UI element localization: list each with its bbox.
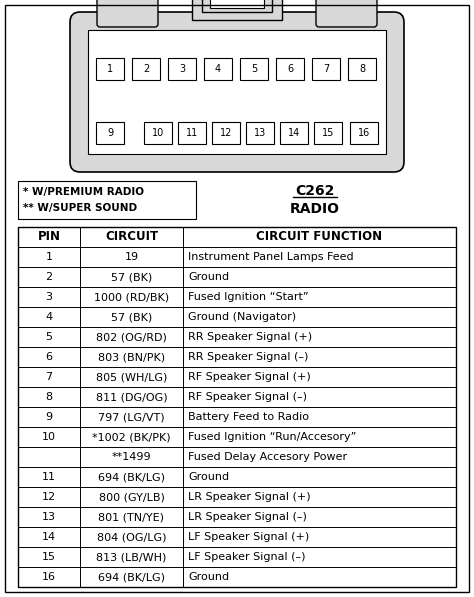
Text: CIRCUIT FUNCTION: CIRCUIT FUNCTION bbox=[256, 230, 383, 244]
Text: 14: 14 bbox=[42, 532, 56, 542]
Text: 13: 13 bbox=[254, 128, 266, 138]
Text: RF Speaker Signal (+): RF Speaker Signal (+) bbox=[188, 372, 311, 382]
Text: *1002 (BK/PK): *1002 (BK/PK) bbox=[92, 432, 171, 442]
Text: LF Speaker Signal (+): LF Speaker Signal (+) bbox=[188, 532, 309, 542]
Bar bbox=[178, 122, 206, 144]
FancyBboxPatch shape bbox=[70, 12, 404, 172]
Text: Ground: Ground bbox=[188, 272, 229, 282]
Text: 1: 1 bbox=[107, 64, 113, 74]
Text: 813 (LB/WH): 813 (LB/WH) bbox=[96, 552, 167, 562]
Text: 694 (BK/LG): 694 (BK/LG) bbox=[98, 472, 165, 482]
Bar bbox=[350, 122, 378, 144]
Text: 800 (GY/LB): 800 (GY/LB) bbox=[99, 492, 164, 502]
Text: 15: 15 bbox=[42, 552, 56, 562]
Text: 4: 4 bbox=[215, 64, 221, 74]
Text: RF Speaker Signal (–): RF Speaker Signal (–) bbox=[188, 392, 307, 402]
Text: ** W/SUPER SOUND: ** W/SUPER SOUND bbox=[23, 203, 137, 213]
Text: Fused Delay Accesory Power: Fused Delay Accesory Power bbox=[188, 452, 347, 462]
Text: 803 (BN/PK): 803 (BN/PK) bbox=[98, 352, 165, 362]
Bar bbox=[202, 0, 272, 12]
Text: 13: 13 bbox=[42, 512, 56, 522]
Text: 11: 11 bbox=[186, 128, 198, 138]
Text: 6: 6 bbox=[46, 352, 53, 362]
Text: Ground: Ground bbox=[188, 572, 229, 582]
Bar bbox=[276, 58, 304, 80]
Text: 9: 9 bbox=[107, 128, 113, 138]
Text: Instrument Panel Lamps Feed: Instrument Panel Lamps Feed bbox=[188, 252, 354, 262]
FancyBboxPatch shape bbox=[97, 0, 158, 27]
Bar bbox=[132, 58, 160, 80]
Bar bbox=[168, 58, 196, 80]
Text: 811 (DG/OG): 811 (DG/OG) bbox=[96, 392, 167, 402]
Bar bbox=[348, 58, 376, 80]
Text: 9: 9 bbox=[46, 412, 53, 422]
Bar bbox=[210, 0, 264, 8]
Bar bbox=[246, 122, 274, 144]
Text: 805 (WH/LG): 805 (WH/LG) bbox=[96, 372, 167, 382]
Text: 12: 12 bbox=[42, 492, 56, 502]
Text: 5: 5 bbox=[46, 332, 53, 342]
Text: Ground (Navigator): Ground (Navigator) bbox=[188, 312, 296, 322]
Text: 7: 7 bbox=[46, 372, 53, 382]
Text: 6: 6 bbox=[287, 64, 293, 74]
Text: **1499: **1499 bbox=[112, 452, 151, 462]
Text: 5: 5 bbox=[251, 64, 257, 74]
Text: 19: 19 bbox=[125, 252, 138, 262]
Bar bbox=[314, 122, 342, 144]
Bar bbox=[204, 58, 232, 80]
Bar bbox=[192, 0, 282, 20]
Bar bbox=[212, 122, 240, 144]
Text: 16: 16 bbox=[358, 128, 370, 138]
Text: Fused Ignition “Start”: Fused Ignition “Start” bbox=[188, 292, 309, 302]
Text: 16: 16 bbox=[42, 572, 56, 582]
Bar bbox=[96, 58, 124, 80]
Text: LR Speaker Signal (–): LR Speaker Signal (–) bbox=[188, 512, 307, 522]
Bar bbox=[144, 122, 172, 144]
Text: 804 (OG/LG): 804 (OG/LG) bbox=[97, 532, 166, 542]
Text: 11: 11 bbox=[42, 472, 56, 482]
Text: 7: 7 bbox=[323, 64, 329, 74]
Bar bbox=[240, 58, 268, 80]
Text: CIRCUIT: CIRCUIT bbox=[105, 230, 158, 244]
Text: 797 (LG/VT): 797 (LG/VT) bbox=[98, 412, 165, 422]
Bar bbox=[88, 30, 386, 154]
Bar bbox=[312, 58, 340, 80]
Text: 3: 3 bbox=[179, 64, 185, 74]
Bar bbox=[96, 122, 124, 144]
Bar bbox=[280, 122, 308, 144]
Text: C262: C262 bbox=[295, 184, 335, 198]
Text: Ground: Ground bbox=[188, 472, 229, 482]
FancyBboxPatch shape bbox=[316, 0, 377, 27]
Text: 3: 3 bbox=[46, 292, 53, 302]
Text: 10: 10 bbox=[152, 128, 164, 138]
Text: 8: 8 bbox=[46, 392, 53, 402]
Text: 2: 2 bbox=[143, 64, 149, 74]
Text: RR Speaker Signal (–): RR Speaker Signal (–) bbox=[188, 352, 309, 362]
Text: RR Speaker Signal (+): RR Speaker Signal (+) bbox=[188, 332, 312, 342]
Text: 2: 2 bbox=[46, 272, 53, 282]
Text: LF Speaker Signal (–): LF Speaker Signal (–) bbox=[188, 552, 306, 562]
Text: * W/PREMIUM RADIO: * W/PREMIUM RADIO bbox=[23, 187, 144, 197]
Text: Battery Feed to Radio: Battery Feed to Radio bbox=[188, 412, 309, 422]
Bar bbox=[18, 227, 456, 587]
Text: 1: 1 bbox=[46, 252, 53, 262]
Text: 10: 10 bbox=[42, 432, 56, 442]
Bar bbox=[18, 181, 196, 219]
Text: 57 (BK): 57 (BK) bbox=[111, 312, 152, 322]
Text: LR Speaker Signal (+): LR Speaker Signal (+) bbox=[188, 492, 310, 502]
Text: 15: 15 bbox=[322, 128, 334, 138]
Text: 4: 4 bbox=[46, 312, 53, 322]
Text: RADIO: RADIO bbox=[290, 202, 340, 216]
Text: 12: 12 bbox=[220, 128, 232, 138]
Text: 694 (BK/LG): 694 (BK/LG) bbox=[98, 572, 165, 582]
Text: PIN: PIN bbox=[37, 230, 61, 244]
Text: 801 (TN/YE): 801 (TN/YE) bbox=[99, 512, 164, 522]
Text: Fused Ignition “Run/Accesory”: Fused Ignition “Run/Accesory” bbox=[188, 432, 356, 442]
Text: 1000 (RD/BK): 1000 (RD/BK) bbox=[94, 292, 169, 302]
Text: 57 (BK): 57 (BK) bbox=[111, 272, 152, 282]
Text: 14: 14 bbox=[288, 128, 300, 138]
Text: 8: 8 bbox=[359, 64, 365, 74]
Text: 802 (OG/RD): 802 (OG/RD) bbox=[96, 332, 167, 342]
